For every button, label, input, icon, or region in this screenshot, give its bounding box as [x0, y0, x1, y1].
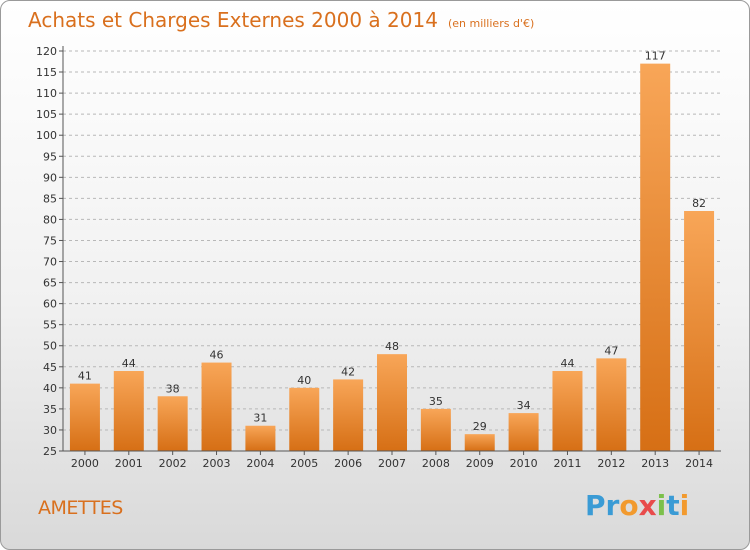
- bar: [157, 396, 188, 451]
- y-tick-label: 25: [43, 445, 57, 458]
- bar: [420, 408, 451, 451]
- y-tick-label: 95: [43, 150, 57, 163]
- x-tick-label: 2001: [115, 457, 143, 470]
- x-tick-label: 2012: [597, 457, 625, 470]
- x-tick-label: 2010: [510, 457, 538, 470]
- x-tick-label: 2011: [553, 457, 581, 470]
- data-label: 41: [78, 370, 92, 383]
- data-label: 48: [385, 340, 399, 353]
- y-tick-label: 35: [43, 403, 57, 416]
- y-tick-label: 50: [43, 340, 57, 353]
- x-tick-label: 2006: [334, 457, 362, 470]
- logo-letter: i: [679, 489, 690, 522]
- x-tick-label: 2004: [246, 457, 274, 470]
- y-tick-label: 75: [43, 234, 57, 247]
- data-label: 31: [253, 412, 267, 425]
- x-tick-label: 2007: [378, 457, 406, 470]
- data-label: 47: [604, 344, 618, 357]
- axes: [59, 46, 721, 455]
- bar: [508, 413, 539, 451]
- y-tick-label: 60: [43, 298, 57, 311]
- data-label: 35: [429, 395, 443, 408]
- labels: 25 30 35 40 45 50 55 60 65 70 75 80 85 90 95 100 105 110 1…: [36, 45, 713, 470]
- bar: [377, 354, 407, 451]
- y-tick-label: 80: [43, 213, 57, 226]
- bar: [640, 63, 671, 451]
- y-tick-label: 55: [43, 319, 57, 332]
- y-tick-label: 90: [43, 171, 57, 184]
- data-label: 40: [297, 374, 311, 387]
- x-tick-label: 2009: [466, 457, 494, 470]
- x-tick-label: 2013: [641, 457, 669, 470]
- data-label: 34: [517, 399, 531, 412]
- chart-title-block: Achats et Charges Externes 2000 à 2014 (e…: [28, 8, 534, 32]
- y-tick-label: 65: [43, 277, 57, 290]
- y-tick-label: 40: [43, 382, 57, 395]
- data-label: 117: [645, 50, 666, 63]
- bar: [289, 387, 320, 451]
- data-label: 29: [473, 420, 487, 433]
- bar: [464, 434, 495, 451]
- y-tick-label: 105: [36, 108, 57, 121]
- x-tick-label: 2003: [203, 457, 231, 470]
- logo-letter: P: [585, 489, 606, 522]
- data-label: 44: [122, 357, 136, 370]
- y-tick-label: 110: [36, 87, 57, 100]
- logo-letter: o: [619, 489, 639, 522]
- data-label: 42: [341, 365, 355, 378]
- x-tick-label: 2000: [71, 457, 99, 470]
- x-tick-label: 2005: [290, 457, 318, 470]
- data-label: 38: [166, 382, 180, 395]
- x-tick-label: 2008: [422, 457, 450, 470]
- data-label: 44: [560, 357, 574, 370]
- y-tick-label: 85: [43, 192, 57, 205]
- bar: [684, 211, 715, 451]
- x-tick-label: 2014: [685, 457, 713, 470]
- y-tick-label: 70: [43, 256, 57, 269]
- data-label: 82: [692, 197, 706, 210]
- bar: [552, 371, 583, 451]
- bar: [333, 379, 364, 451]
- bar: [596, 358, 627, 451]
- logo-letter: i: [656, 489, 667, 522]
- y-tick-label: 120: [36, 45, 57, 58]
- chart-title: Achats et Charges Externes 2000 à 2014: [28, 8, 438, 32]
- x-tick-label: 2002: [159, 457, 187, 470]
- logo-letter: t: [666, 489, 680, 522]
- y-tick-label: 115: [36, 66, 57, 79]
- y-tick-label: 100: [36, 129, 57, 142]
- logo-letter: x: [638, 489, 657, 522]
- bars: [69, 63, 715, 451]
- y-tick-label: 30: [43, 424, 57, 437]
- y-tick-label: 45: [43, 361, 57, 374]
- bar: [245, 425, 276, 451]
- bar: [113, 371, 144, 451]
- logo-letter: r: [605, 489, 620, 522]
- bar: [201, 362, 232, 451]
- data-label: 46: [210, 349, 224, 362]
- chart-subtitle: (en milliers d'€): [447, 17, 535, 30]
- proxiti-logo: Proxiti: [585, 489, 689, 522]
- bar: [69, 383, 100, 451]
- commune-name: AMETTES: [38, 497, 123, 519]
